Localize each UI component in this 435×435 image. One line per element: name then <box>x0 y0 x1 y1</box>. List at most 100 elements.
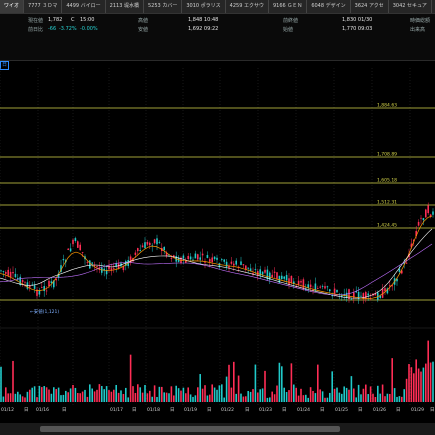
stock-tab[interactable]: 5255 モンスア <box>431 0 435 13</box>
volume-bar <box>417 368 420 402</box>
candle-body <box>192 259 194 261</box>
candle-body <box>74 238 77 242</box>
volume-bar <box>271 391 273 402</box>
stock-tab[interactable]: 4499 バイロー <box>62 0 106 13</box>
period-tag[interactable]: 日 <box>0 61 10 70</box>
candle-body <box>201 253 204 256</box>
volume-bar <box>391 358 393 402</box>
stock-tab[interactable]: 7777 ３Ｄマ <box>24 0 63 13</box>
date-label: 01/29 <box>411 407 424 413</box>
volume-bar <box>7 393 9 402</box>
change-pct: -3.72% <box>59 26 77 32</box>
volume-bar <box>108 390 110 402</box>
volume-bar <box>86 396 89 402</box>
fib-level-label: 1,708.89 <box>377 152 397 158</box>
candle-body <box>43 286 45 292</box>
volume-bar <box>300 388 302 402</box>
candle-body <box>113 267 115 269</box>
volume-bar <box>329 392 331 402</box>
candle-body <box>377 292 379 300</box>
candle-body <box>398 268 401 272</box>
candle-body <box>79 244 81 251</box>
candle-body <box>324 286 326 289</box>
volume-bar <box>194 395 197 402</box>
volume-bar <box>237 375 240 402</box>
date-label: 01/25 <box>335 407 348 413</box>
volume-bar <box>103 389 105 402</box>
candle-body <box>379 295 381 298</box>
stock-tab[interactable]: 5253 カバー <box>144 0 183 13</box>
candle-body <box>333 288 336 294</box>
volume-bar <box>228 364 230 402</box>
candle-body <box>7 269 9 276</box>
volume-bar <box>242 396 245 402</box>
volume-bar <box>122 393 125 402</box>
scrollbar-thumb[interactable] <box>40 426 340 432</box>
candle-body <box>170 257 173 259</box>
current-label: 現在値 <box>28 18 44 24</box>
volume-bar <box>79 393 81 402</box>
candle-body <box>146 242 149 245</box>
date-label: 日 <box>396 407 401 413</box>
candle-body <box>149 242 151 246</box>
candle-body <box>2 271 5 272</box>
volume-bar <box>422 367 425 402</box>
chart-scrollbar[interactable] <box>0 423 435 435</box>
candle-body <box>228 265 230 268</box>
volume-bar <box>48 389 50 402</box>
candle-body <box>365 291 367 299</box>
candle-body <box>158 242 161 243</box>
volume-bar <box>98 384 101 402</box>
volume-bar <box>420 371 422 402</box>
volume-bar <box>257 392 259 402</box>
candle-body <box>367 293 369 296</box>
volume-bar <box>187 387 189 402</box>
volume-bar <box>290 363 293 402</box>
volume-bar <box>218 385 221 402</box>
stock-tab[interactable]: 2113 堤水橋 <box>105 0 144 13</box>
candle-body <box>242 264 245 266</box>
volume-bar <box>386 393 389 402</box>
volume-bar <box>403 389 405 402</box>
stock-tab[interactable]: ワイオ <box>0 0 25 13</box>
volume-bar <box>180 390 182 402</box>
stock-tab[interactable]: 4259 エクサウ <box>225 0 269 13</box>
volume-bar <box>14 393 17 402</box>
candle-body <box>429 214 432 217</box>
candle-body <box>297 280 300 285</box>
candle-body <box>132 258 134 262</box>
candle-body <box>300 281 302 283</box>
volume-bar <box>350 376 353 402</box>
volume-bar <box>173 395 175 402</box>
candle-body <box>41 287 43 288</box>
volume-bar <box>305 394 307 402</box>
volume-bar <box>398 396 401 402</box>
stock-tab[interactable]: 3010 ポラリス <box>182 0 226 13</box>
volume-bar <box>213 387 216 402</box>
candle-body <box>89 260 91 269</box>
volume-bar <box>69 388 72 402</box>
candle-body <box>348 289 350 299</box>
volume-bar <box>216 389 218 402</box>
volume-bar <box>182 387 185 402</box>
volume-bar <box>396 396 398 402</box>
volume-bar <box>158 386 161 402</box>
candle-body <box>185 260 187 263</box>
low-label: 安値 <box>138 27 149 33</box>
price-chart[interactable]: 1,884.63 1,708.89 1,605.18 1,512.31 1,424.45… <box>0 60 435 423</box>
stock-tab[interactable]: 6048 デザイン <box>307 0 351 13</box>
candle-body <box>86 262 89 263</box>
candle-body <box>156 238 158 245</box>
candle-body <box>276 272 278 279</box>
volume-bar <box>137 384 139 402</box>
volume-bar <box>367 394 369 402</box>
current-mark: C <box>71 17 75 23</box>
volume-bar <box>307 397 309 402</box>
stock-tab[interactable]: 9166 ＧＥＮ <box>268 0 308 13</box>
volume-bar <box>336 387 338 402</box>
stock-tab[interactable]: 3624 アクセ <box>350 0 389 13</box>
date-label: 日 <box>207 407 212 413</box>
stock-tab[interactable]: 3042 セキュア <box>388 0 432 13</box>
volume-bar <box>170 386 173 402</box>
candle-body <box>48 280 50 287</box>
